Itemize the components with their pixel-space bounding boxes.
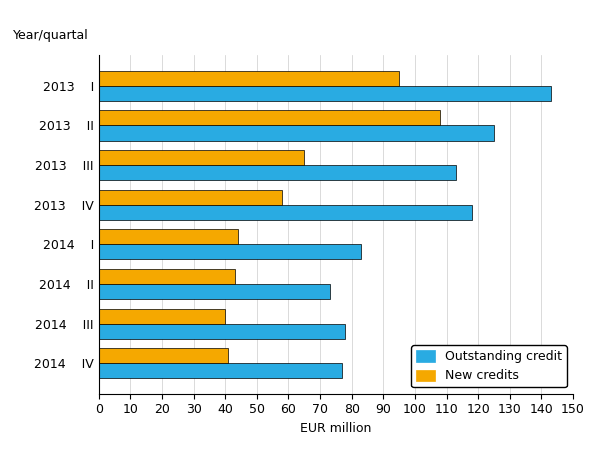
X-axis label: EUR million: EUR million (300, 422, 371, 435)
Bar (98, 110, 440, 126)
Bar (98, 363, 342, 378)
Bar (98, 309, 225, 324)
Bar (98, 284, 329, 299)
Legend: Outstanding credit, New credits: Outstanding credit, New credits (411, 345, 567, 387)
Bar (98, 189, 282, 205)
Bar (98, 86, 551, 101)
Bar (98, 348, 229, 363)
Bar (98, 71, 399, 86)
Bar (98, 150, 304, 165)
Bar (98, 230, 238, 244)
Text: Year/quartal: Year/quartal (13, 29, 89, 42)
Bar (98, 165, 456, 180)
Bar (98, 269, 235, 284)
Bar (98, 205, 472, 220)
Bar (98, 324, 346, 339)
Bar (98, 126, 494, 140)
Bar (98, 244, 361, 259)
